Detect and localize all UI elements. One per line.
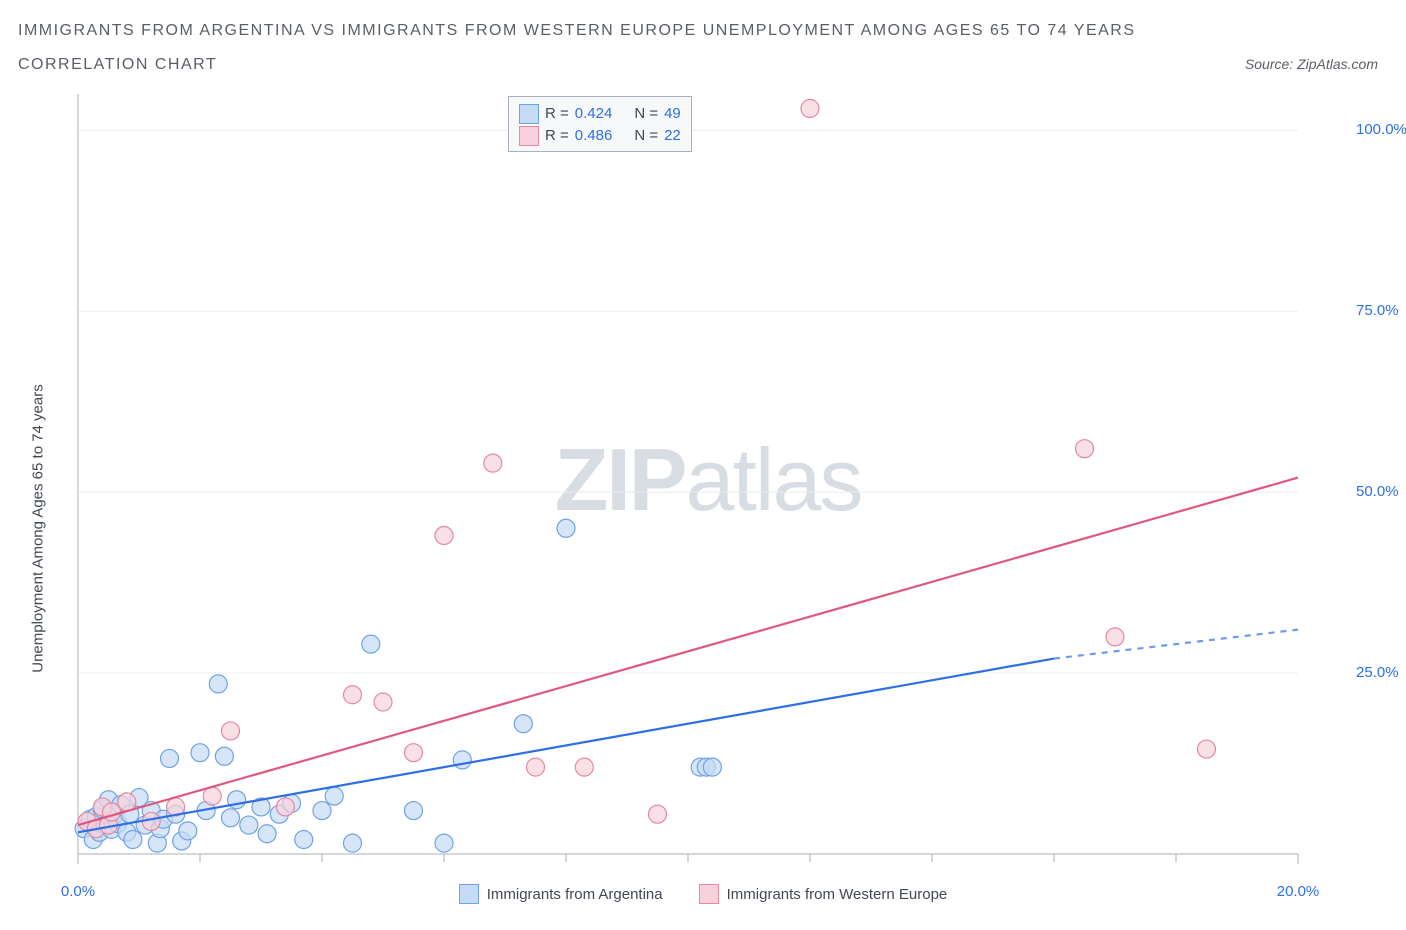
series-legend: Immigrants from Argentina Immigrants from… xyxy=(18,884,1388,904)
plot-area: ZIPatlas R =0.424N =49R =0.486N =22 25.0… xyxy=(68,90,1348,870)
series-legend-item: Immigrants from Western Europe xyxy=(699,884,948,904)
r-value: 0.486 xyxy=(575,125,613,147)
source-attribution: Source: ZipAtlas.com xyxy=(1245,56,1378,72)
r-value: 0.424 xyxy=(575,103,613,125)
r-label: R = xyxy=(545,103,569,125)
y-tick-label: 75.0% xyxy=(1356,302,1406,319)
y-tick-label: 25.0% xyxy=(1356,664,1406,681)
chart-title-line1: IMMIGRANTS FROM ARGENTINA VS IMMIGRANTS … xyxy=(18,22,1136,40)
y-tick-label: 100.0% xyxy=(1356,121,1406,138)
legend-swatch-icon xyxy=(459,884,479,904)
series-legend-item: Immigrants from Argentina xyxy=(459,884,663,904)
y-axis-label: Unemployment Among Ages 65 to 74 years xyxy=(30,139,47,919)
stats-legend-row: R = 0.486 N = 22 xyxy=(519,125,681,147)
legend-swatch-icon xyxy=(519,126,539,146)
n-label: N = xyxy=(634,103,658,125)
series-legend-label: Immigrants from Argentina xyxy=(487,886,663,903)
legend-swatch-icon xyxy=(519,104,539,124)
y-tick-label: 50.0% xyxy=(1356,483,1406,500)
r-label: R = xyxy=(545,125,569,147)
series-legend-label: Immigrants from Western Europe xyxy=(727,886,948,903)
stats-legend-row: R = 0.424 N = 49 xyxy=(519,103,681,125)
n-label: N = xyxy=(634,125,658,147)
stats-legend-panel: R = 0.424 N = 49 R = 0.486 N = 22 xyxy=(508,96,692,152)
scatter-svg xyxy=(68,90,1348,870)
n-value: 49 xyxy=(664,103,681,125)
legend-swatch-icon xyxy=(699,884,719,904)
chart-container: Unemployment Among Ages 65 to 74 years Z… xyxy=(18,90,1388,920)
chart-title-line2: CORRELATION CHART xyxy=(18,56,217,74)
n-value: 22 xyxy=(664,125,681,147)
